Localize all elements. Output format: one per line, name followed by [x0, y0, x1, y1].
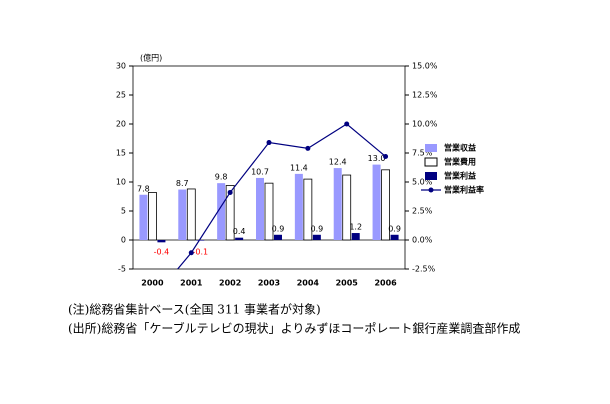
line-marker [150, 297, 155, 302]
value-label: 10.7 [251, 167, 269, 176]
bar [196, 240, 205, 241]
bar [312, 234, 321, 240]
legend-label: 営業利益率 [444, 185, 484, 195]
y-tick-label: 10 [116, 178, 126, 187]
bar [235, 237, 244, 240]
x-tick-label: 2005 [336, 279, 359, 288]
y-axis-label: (億円) [140, 53, 162, 63]
legend-swatch [425, 144, 437, 152]
y-tick-label: 15 [116, 149, 126, 158]
line-marker [266, 140, 272, 146]
y2-tick-label: 2.5% [412, 207, 433, 216]
line-group [150, 121, 389, 302]
legend-label: 営業利益 [444, 171, 476, 181]
bar [148, 192, 157, 241]
x-tick-label: 2001 [180, 279, 203, 288]
y2-tick-label: -2.5% [412, 265, 436, 274]
bar [178, 189, 187, 240]
bar [256, 177, 264, 240]
bar [264, 182, 274, 241]
plot-area [132, 65, 406, 270]
bar [225, 185, 235, 241]
legend-label: 営業収益 [444, 143, 476, 153]
line-marker [383, 153, 389, 159]
bar [381, 169, 390, 241]
bar [351, 233, 360, 240]
line-marker [188, 250, 194, 256]
bar [333, 168, 342, 240]
y2-tick-label: 5.0% [412, 178, 433, 187]
bar [342, 174, 352, 241]
value-label: 0.9 [310, 224, 323, 233]
y-tick-label: 0 [121, 236, 126, 245]
y-tick-label: 5 [121, 207, 126, 216]
y-tick-label: 25 [116, 91, 126, 100]
value-label: 7.8 [137, 184, 150, 193]
y-tick-label: -5 [118, 265, 126, 274]
x-tick-label: 2003 [258, 279, 280, 288]
value-label: 9.8 [215, 173, 228, 182]
value-label: 0.9 [388, 224, 401, 233]
value-label: 12.4 [329, 158, 347, 167]
y2-tick-label: 12.5% [412, 91, 438, 100]
value-label: 0.4 [233, 227, 246, 236]
x-tick-label: 2004 [297, 279, 320, 288]
value-label: 8.7 [176, 179, 189, 188]
line-marker [305, 145, 311, 151]
value-label: 1.2 [349, 223, 362, 232]
bar [303, 178, 313, 241]
y2-tick-label: 7.5% [412, 149, 433, 158]
y-tick-label: 30 [116, 62, 126, 71]
y2-tick-label: 15.0% [412, 62, 438, 71]
y2-tick-label: 10.0% [412, 120, 438, 129]
bar [217, 183, 226, 240]
bar [186, 188, 196, 241]
legend-label: 営業費用 [444, 157, 476, 167]
note: (注)総務省集計ベース(全国 311 事業者が対象) [68, 302, 321, 317]
y2-tick-label: 0.0% [412, 236, 433, 245]
y-tick-label: 20 [116, 120, 126, 129]
bar [390, 234, 399, 240]
value-label: 0.9 [272, 224, 285, 233]
value-label: -0.4 [154, 248, 170, 257]
bar [372, 164, 381, 240]
bar [139, 194, 148, 240]
value-label: 13.0 [368, 154, 386, 163]
legend-swatch [424, 157, 438, 167]
value-label: -0.1 [192, 248, 208, 257]
legend-swatch [425, 172, 437, 180]
x-tick-label: 2000 [141, 279, 164, 288]
bar [157, 240, 166, 243]
bar [294, 173, 303, 240]
value-label: 11.4 [290, 163, 308, 172]
legend-marker [428, 187, 434, 193]
note: (出所)総務省「ケーブルテレビの現状」よりみずほコーポレート銀行産業調査部作成 [68, 321, 520, 336]
line-marker [344, 121, 350, 127]
x-tick-label: 2006 [374, 279, 397, 288]
line-marker [227, 189, 233, 195]
x-tick-label: 2002 [219, 279, 241, 288]
bar [274, 234, 282, 240]
